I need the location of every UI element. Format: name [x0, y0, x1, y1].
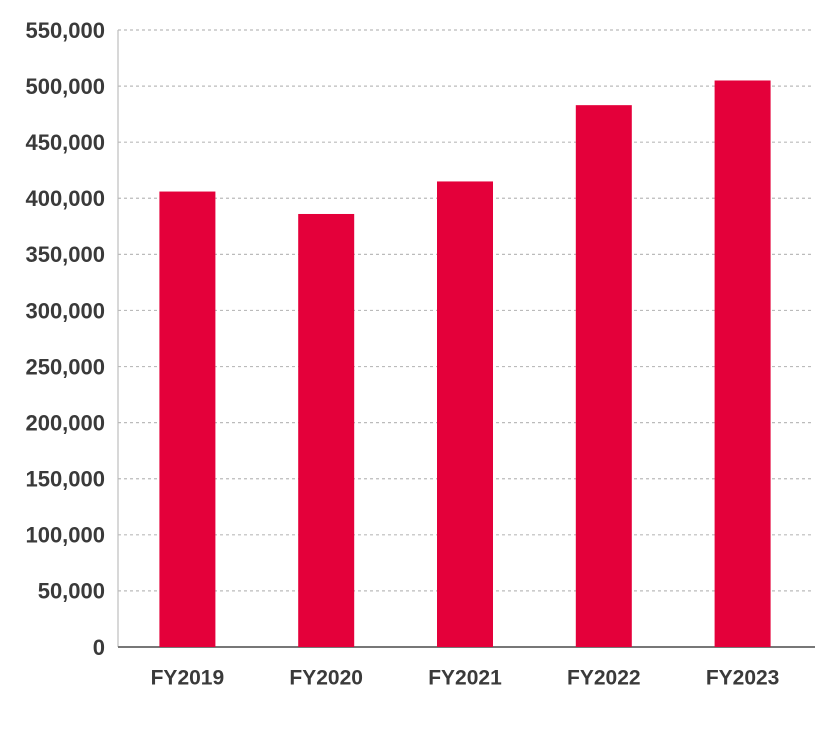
y-tick-label: 550,000: [25, 18, 105, 43]
x-tick-label: FY2023: [706, 667, 780, 690]
x-tick-label: FY2020: [289, 667, 363, 690]
x-tick-label: FY2021: [428, 667, 502, 690]
y-tick-label: 350,000: [25, 242, 105, 267]
y-tick-label: 400,000: [25, 186, 105, 211]
y-tick-label: 0: [93, 635, 105, 660]
y-tick-label: 300,000: [25, 298, 105, 323]
y-tick-label: 50,000: [38, 579, 105, 604]
y-tick-label: 100,000: [25, 523, 105, 548]
x-tick-label: FY2019: [151, 667, 225, 690]
y-tick-label: 500,000: [25, 74, 105, 99]
y-tick-label: 150,000: [25, 467, 105, 492]
bar: [714, 80, 771, 648]
bar: [575, 105, 632, 648]
y-tick-label: 450,000: [25, 130, 105, 155]
y-tick-label: 200,000: [25, 410, 105, 435]
y-tick-label: 250,000: [25, 354, 105, 379]
bar: [159, 191, 216, 648]
bar: [298, 213, 355, 647]
bar: [437, 181, 493, 648]
x-tick-label: FY2022: [567, 667, 641, 690]
